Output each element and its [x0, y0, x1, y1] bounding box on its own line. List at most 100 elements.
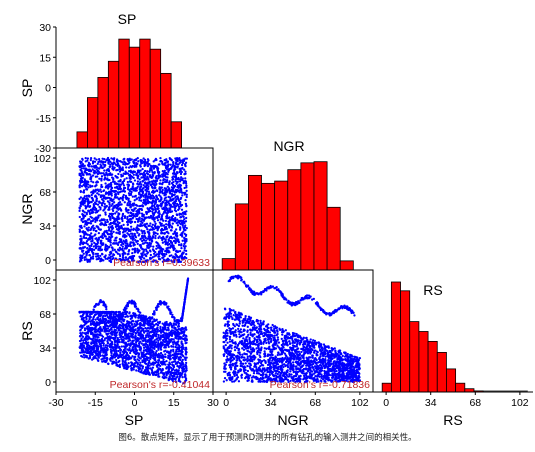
scatter-point: [155, 332, 158, 335]
scatter-point: [123, 251, 126, 254]
scatter-point: [168, 221, 171, 225]
scatter-point: [117, 360, 120, 364]
scatter-point: [111, 212, 115, 216]
scatter-point: [145, 250, 148, 253]
scatter-point: [168, 156, 171, 160]
scatter-point: [184, 164, 187, 167]
scatter-point: [152, 356, 155, 360]
scatter-point: [111, 208, 114, 211]
scatter-point: [167, 351, 170, 354]
scatter-point: [139, 349, 142, 352]
scatter-point: [177, 250, 180, 253]
scatter-point: [97, 236, 101, 239]
scatter-point: [184, 348, 187, 351]
hist-ngr-bar: [261, 182, 276, 271]
scatter-point: [129, 170, 132, 173]
scatter-point: [147, 352, 150, 356]
scatter-point: [85, 250, 88, 253]
scatter-point: [84, 185, 87, 189]
scatter-point: [151, 354, 155, 358]
scatter-point: [124, 207, 128, 210]
scatter-point: [113, 239, 116, 242]
scatter-point: [119, 208, 123, 211]
scatter-point: [92, 308, 95, 311]
scatter-point: [133, 358, 137, 361]
scatter-point: [81, 250, 84, 253]
scatter-point: [102, 344, 105, 347]
scatter-point: [165, 248, 168, 252]
scatter-point: [180, 176, 183, 179]
scatter-point: [136, 177, 139, 180]
scatter-point: [169, 353, 172, 357]
scatter-point: [88, 210, 91, 213]
scatter-point: [151, 226, 155, 230]
scatter-point: [108, 205, 111, 208]
scatter-point: [164, 219, 168, 223]
scatter-point: [172, 324, 175, 327]
scatter-point: [95, 349, 98, 353]
scatter-point: [152, 232, 155, 236]
hist-rs-bar: [390, 281, 401, 393]
scatter-point: [128, 180, 132, 183]
scatter-point: [132, 170, 135, 173]
scatter-point: [122, 249, 125, 252]
scatter-point: [84, 236, 88, 240]
scatter-point: [168, 242, 171, 246]
scatter-point: [115, 364, 118, 367]
scatter-point: [123, 356, 126, 359]
scatter-point: [181, 215, 185, 218]
scatter-point: [144, 194, 148, 198]
scatter-point: [142, 157, 145, 160]
scatter-point: [133, 199, 136, 202]
scatter-point: [117, 310, 120, 314]
scatter-point: [137, 337, 141, 341]
scatter-point: [84, 205, 88, 209]
scatter-point: [118, 328, 121, 332]
hist-rs-bar: [409, 321, 420, 393]
scatter-point: [180, 336, 183, 339]
scatter-point: [98, 177, 101, 180]
scatter-point: [93, 354, 97, 358]
scatter-point: [81, 197, 84, 201]
scatter-point: [171, 183, 175, 187]
scatter-point: [98, 201, 101, 204]
scatter-point: [184, 228, 187, 232]
scatter-point: [120, 203, 123, 206]
scatter-point: [152, 217, 155, 220]
scatter-point: [83, 255, 87, 259]
scatter-point: [175, 228, 178, 231]
scatter-point: [140, 252, 143, 255]
scatter-point: [114, 354, 117, 357]
scatter-point: [127, 211, 130, 214]
scatter-point: [143, 223, 147, 226]
scatter-point: [159, 224, 163, 227]
scatter-point: [100, 178, 103, 181]
scatter-point: [164, 201, 167, 205]
scatter-point: [155, 360, 158, 364]
scatter-point: [137, 326, 140, 329]
scatter-point: [110, 336, 113, 339]
scatter-point: [121, 359, 124, 362]
scatter-point: [124, 359, 127, 363]
scatter-point: [156, 371, 159, 374]
scatter-point: [99, 166, 102, 169]
scatter-point: [180, 341, 183, 344]
scatter-point: [121, 212, 125, 215]
scatter-point: [151, 165, 154, 168]
scatter-point: [117, 349, 120, 353]
scatter-point: [176, 346, 180, 349]
scatter-point: [116, 220, 119, 224]
scatter-point: [162, 172, 165, 175]
scatter-point: [139, 357, 142, 360]
scatter-point: [140, 342, 143, 345]
scatter-point: [96, 310, 100, 314]
scatter-point: [122, 196, 125, 199]
scatter-point: [159, 218, 162, 221]
scatter-point: [157, 367, 161, 370]
scatter-point: [81, 176, 84, 180]
scatter-point: [110, 350, 113, 354]
scatter-point: [132, 339, 135, 342]
scatter-point: [87, 168, 90, 171]
scatter-point: [120, 324, 123, 327]
scatter-point: [170, 159, 174, 162]
